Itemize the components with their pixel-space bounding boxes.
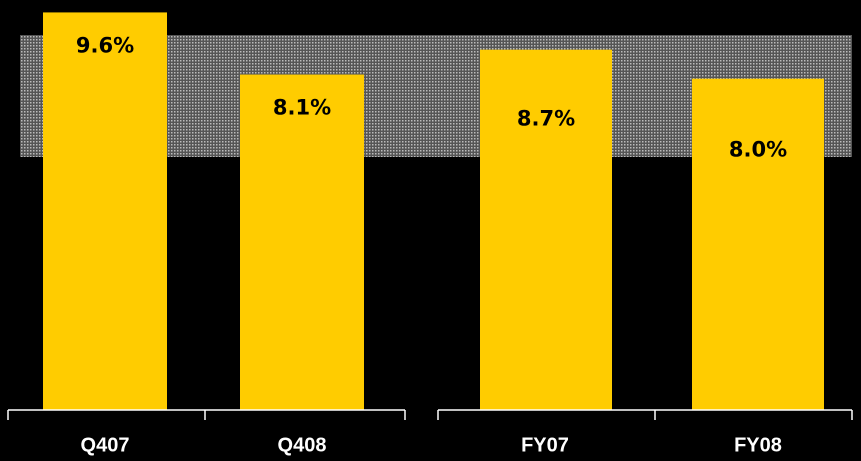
x-tick-label: Q408 (278, 434, 327, 456)
value-label: 8.1% (273, 96, 331, 120)
x-tick-label: FY08 (734, 434, 782, 456)
x-tick-label: Q407 (81, 434, 130, 456)
x-tick-label: FY07 (521, 434, 569, 456)
value-label: 8.7% (517, 107, 575, 131)
value-label: 9.6% (76, 33, 134, 57)
value-label: 8.0% (729, 138, 787, 162)
bars (43, 12, 824, 411)
x-axis (7, 409, 853, 420)
bar (480, 49, 612, 411)
bar (240, 74, 364, 410)
bar (692, 78, 824, 411)
bar (43, 12, 167, 410)
